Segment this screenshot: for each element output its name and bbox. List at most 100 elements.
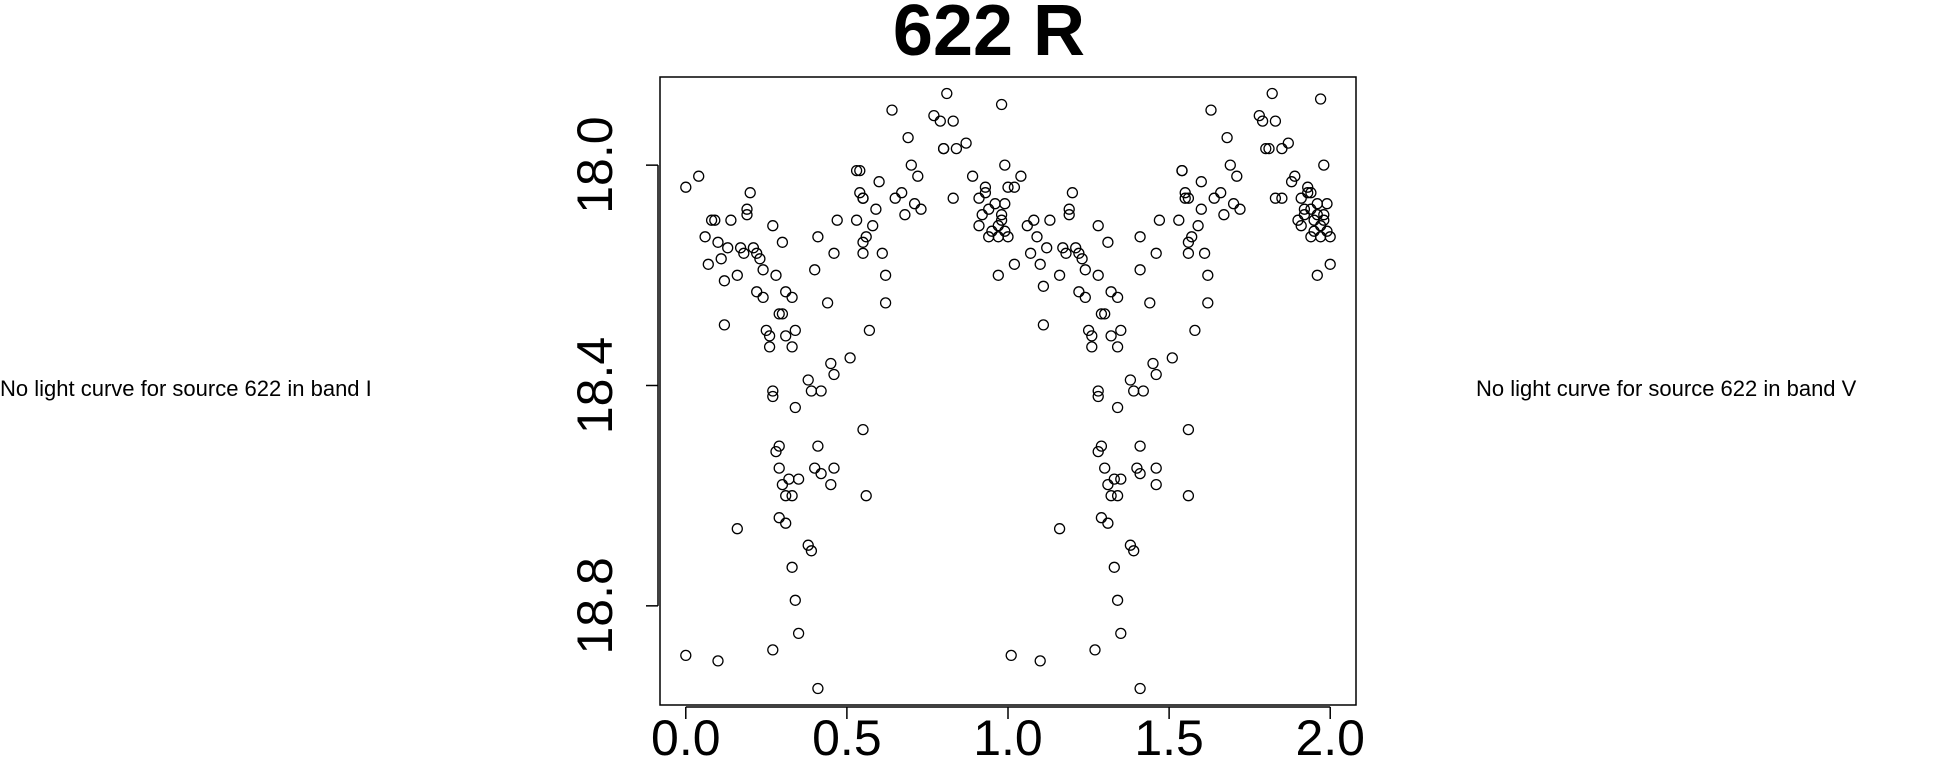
data-point	[989, 198, 1001, 210]
data-point	[1182, 490, 1195, 502]
data-point	[680, 181, 692, 193]
data-point	[770, 269, 782, 281]
data-point	[1324, 258, 1336, 270]
data-point	[1079, 291, 1091, 304]
data-point	[1111, 490, 1124, 502]
data-point	[905, 159, 917, 171]
data-point	[973, 192, 985, 204]
data-point	[999, 159, 1011, 171]
x-tick-label: 0.5	[812, 710, 882, 760]
data-point	[1134, 264, 1146, 276]
data-point	[776, 308, 789, 320]
data-point	[1037, 280, 1050, 292]
y-tick-label: 18.0	[567, 116, 623, 213]
data-point	[1321, 225, 1333, 237]
data-point	[718, 275, 731, 287]
data-point	[1063, 209, 1075, 221]
data-point	[1063, 203, 1075, 215]
data-point	[1292, 214, 1304, 226]
note-band-v: No light curve for source 622 in band V	[1476, 376, 1857, 401]
data-point	[1234, 203, 1246, 215]
data-point	[1053, 269, 1066, 281]
data-point	[763, 330, 776, 342]
data-point	[854, 187, 866, 199]
data-point	[1182, 423, 1195, 436]
data-point	[1008, 181, 1021, 193]
data-point	[1102, 517, 1114, 529]
data-point	[1205, 104, 1217, 116]
data-point	[1086, 330, 1098, 342]
data-point	[1089, 644, 1101, 656]
data-point	[1002, 231, 1014, 243]
data-point	[992, 220, 1004, 232]
data-point	[979, 181, 992, 193]
data-point	[1137, 385, 1149, 397]
data-point	[1321, 198, 1333, 210]
data-point	[1008, 258, 1021, 270]
data-point	[792, 473, 805, 485]
data-point	[786, 291, 798, 304]
data-point	[680, 649, 692, 662]
data-point	[1218, 209, 1230, 221]
data-point	[1224, 159, 1236, 171]
data-point	[1150, 462, 1162, 474]
data-point	[747, 242, 760, 254]
data-point	[1128, 385, 1140, 397]
data-point	[950, 142, 963, 155]
data-point	[1150, 478, 1162, 491]
data-point	[1144, 297, 1156, 309]
data-point	[1150, 247, 1162, 259]
x-axis: 0.0 0.5 1.0 1.5 2.0	[651, 706, 1365, 760]
data-point	[1111, 594, 1124, 606]
data-point	[1269, 192, 1282, 204]
x-tick-label: 0.0	[651, 710, 721, 760]
note-band-i: No light curve for source 622 in band I	[0, 376, 372, 401]
data-point	[1086, 341, 1098, 353]
data-point	[1073, 286, 1085, 298]
data-point	[1179, 187, 1191, 199]
data-point	[896, 187, 908, 199]
data-point	[844, 352, 856, 364]
data-point	[1147, 357, 1159, 370]
data-point	[1092, 269, 1104, 281]
data-point	[912, 170, 924, 182]
data-point	[763, 341, 776, 353]
data-point	[773, 440, 785, 452]
data-point	[857, 236, 869, 248]
data-point	[1057, 242, 1069, 254]
data-point	[1053, 523, 1066, 535]
data-point	[1195, 203, 1207, 215]
y-tick-label: 18.4	[567, 337, 623, 434]
data-point	[995, 209, 1008, 221]
data-point	[1134, 682, 1146, 695]
data-point	[744, 187, 756, 199]
data-point	[802, 539, 814, 551]
data-point	[1095, 308, 1108, 320]
data-point	[1076, 253, 1088, 265]
data-point	[786, 490, 798, 502]
data-point	[1266, 87, 1278, 100]
data-point	[712, 655, 724, 667]
data-point	[809, 462, 821, 474]
data-point	[915, 203, 927, 215]
data-point	[767, 644, 779, 656]
data-point	[1105, 286, 1117, 298]
data-point	[1176, 164, 1188, 177]
data-point	[760, 324, 772, 337]
data-point	[1227, 198, 1240, 210]
data-point	[1070, 242, 1082, 254]
data-point	[1031, 231, 1043, 243]
y-tick-label: 18.8	[567, 557, 623, 654]
data-point	[757, 291, 769, 304]
data-point	[1186, 231, 1198, 243]
data-point	[976, 209, 988, 221]
data-point	[1182, 236, 1195, 248]
data-point	[1182, 247, 1195, 259]
data-point	[1092, 385, 1104, 397]
data-point	[1308, 225, 1320, 237]
data-point	[873, 176, 885, 188]
data-point	[789, 324, 801, 337]
data-point	[857, 192, 869, 204]
data-point	[1092, 445, 1104, 458]
